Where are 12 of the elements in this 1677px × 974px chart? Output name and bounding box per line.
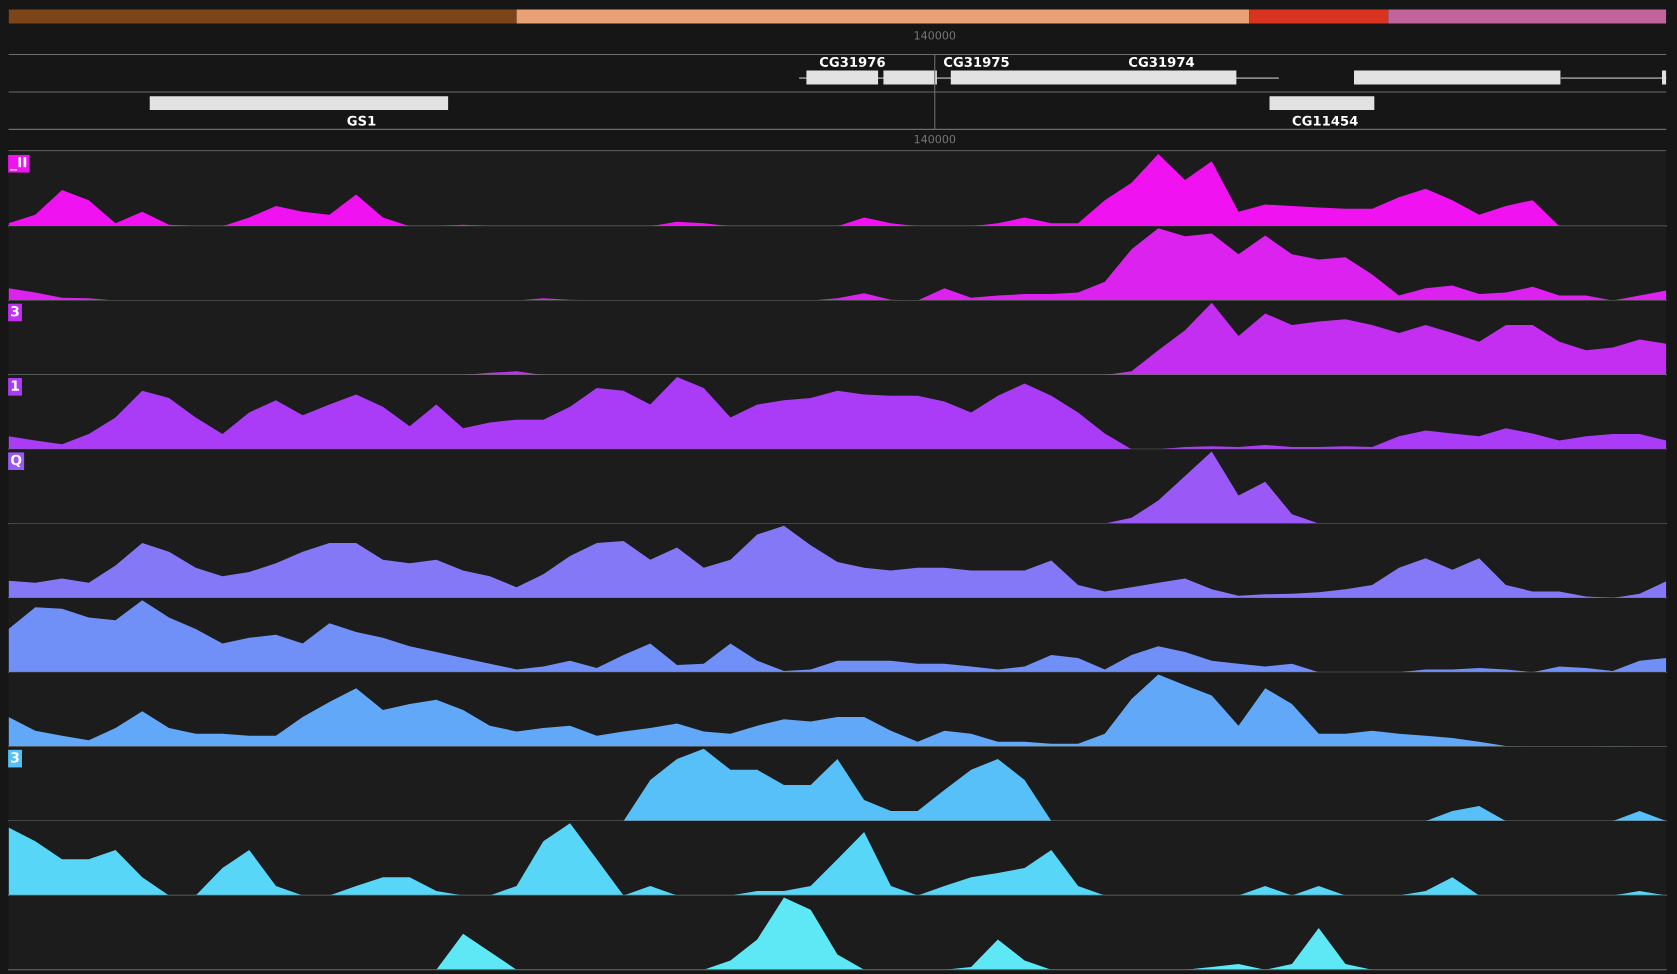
text: CG31976 [819,56,885,67]
text: _II [10,157,27,171]
text: CG11454 [1292,115,1358,126]
text: CG31974 [1128,56,1195,67]
text: 3 [11,305,19,317]
text: 1 [11,380,19,391]
text: Q [10,454,22,468]
text: 3 [11,752,19,763]
text: 140000 [914,31,956,40]
text: CG31975 [943,56,1009,67]
text: 140000 [914,134,956,144]
text: GS1 [347,115,376,126]
